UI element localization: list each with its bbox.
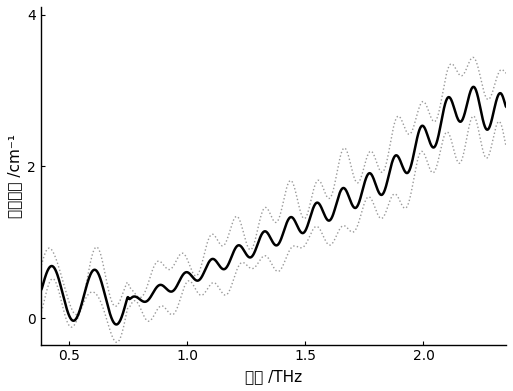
X-axis label: 频率 /THz: 频率 /THz <box>245 369 302 384</box>
Y-axis label: 吸收系数 /cm⁻¹: 吸收系数 /cm⁻¹ <box>7 134 22 218</box>
